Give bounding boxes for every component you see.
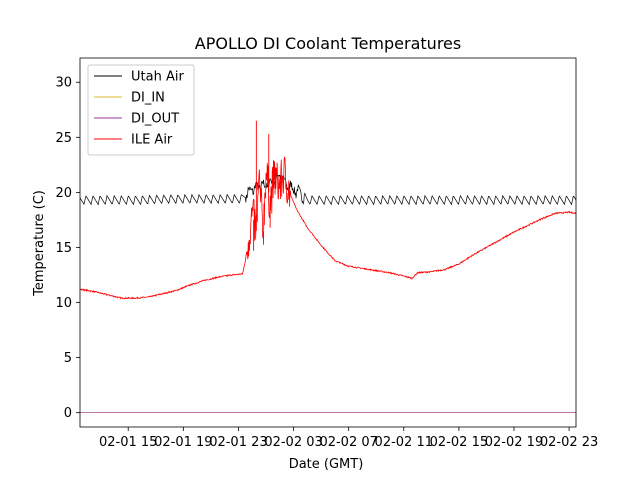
x-tick-label: 02-02 11 — [375, 435, 433, 450]
series-line-utah-air — [80, 174, 576, 206]
legend-label-ile-air: ILE Air — [131, 133, 173, 148]
y-tick-label: 30 — [55, 76, 72, 91]
y-tick-label: 5 — [64, 351, 72, 366]
x-tick-label: 02-01 15 — [99, 435, 157, 450]
axes-frame — [79, 57, 577, 428]
legend-box — [87, 64, 195, 156]
legend: Utah Air DI_IN DI_OUT ILE Air — [87, 64, 195, 156]
x-tick-label: 02-02 23 — [540, 435, 598, 450]
y-axis-label: Temperature (C) — [32, 190, 47, 297]
x-axis-label: Date (GMT) — [289, 457, 364, 472]
y-tick-label: 20 — [55, 186, 72, 201]
plot-area — [80, 120, 576, 414]
legend-label-di-in: DI_IN — [131, 91, 165, 106]
legend-label-utah-air: Utah Air — [131, 70, 184, 85]
y-tick-label: 0 — [64, 406, 72, 421]
y-tick-label: 15 — [55, 241, 72, 256]
chart-title: APOLLO DI Coolant Temperatures — [195, 34, 461, 53]
x-tick-label: 02-01 23 — [209, 435, 267, 450]
x-tick-label: 02-01 19 — [154, 435, 212, 450]
x-tick-label: 02-02 07 — [319, 435, 377, 450]
y-tick-label: 10 — [55, 296, 72, 311]
x-tick-label: 02-02 03 — [264, 435, 322, 450]
y-tick-label: 25 — [55, 131, 72, 146]
plot-series-group — [80, 120, 576, 414]
x-tick-label: 02-02 19 — [485, 435, 543, 450]
legend-label-di-out: DI_OUT — [131, 112, 179, 127]
x-tick-label: 02-02 15 — [430, 435, 488, 450]
series-line-ile-air — [80, 156, 576, 300]
